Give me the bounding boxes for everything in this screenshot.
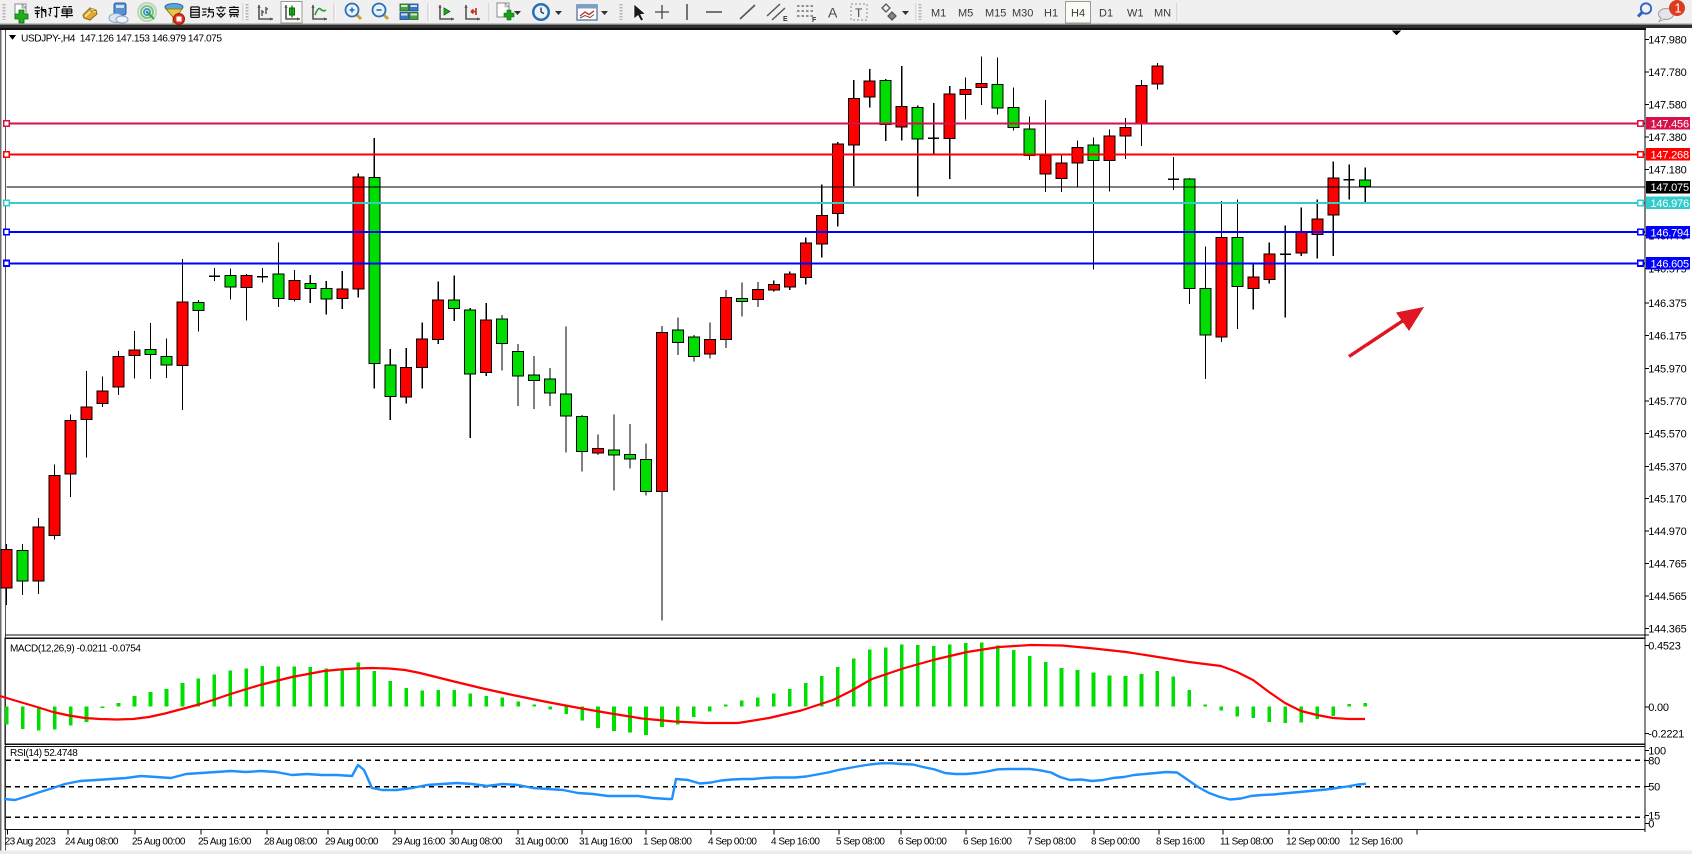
svg-text:147.780: 147.780 xyxy=(1648,67,1686,79)
svg-text:6 Sep 00:00: 6 Sep 00:00 xyxy=(898,837,947,848)
svg-text:4 Sep 16:00: 4 Sep 16:00 xyxy=(771,837,820,848)
svg-text:-0.2221: -0.2221 xyxy=(1648,729,1684,741)
svg-text:145.970: 145.970 xyxy=(1648,364,1686,376)
svg-text:145.770: 145.770 xyxy=(1648,396,1686,408)
svg-text:0: 0 xyxy=(1648,819,1654,831)
svg-text:5 Sep 08:00: 5 Sep 08:00 xyxy=(836,837,885,848)
svg-text:12 Sep 16:00: 12 Sep 16:00 xyxy=(1349,837,1403,848)
svg-text:8 Sep 16:00: 8 Sep 16:00 xyxy=(1156,837,1205,848)
svg-text:1 Sep 08:00: 1 Sep 08:00 xyxy=(643,837,692,848)
svg-text:4 Sep 00:00: 4 Sep 00:00 xyxy=(708,837,757,848)
svg-text:28 Aug 08:00: 28 Aug 08:00 xyxy=(264,837,318,848)
svg-text:M30: M30 xyxy=(1012,8,1033,20)
svg-text:23 Aug 2023: 23 Aug 2023 xyxy=(5,837,57,848)
svg-text:144.365: 144.365 xyxy=(1648,623,1686,635)
svg-text:146.794: 146.794 xyxy=(1651,227,1689,239)
svg-text:D1: D1 xyxy=(1099,8,1113,20)
svg-text:144.970: 144.970 xyxy=(1648,526,1686,538)
svg-text:W1: W1 xyxy=(1127,8,1144,20)
svg-text:M5: M5 xyxy=(958,8,973,20)
svg-text:145.170: 145.170 xyxy=(1648,493,1686,505)
svg-text:80: 80 xyxy=(1648,755,1660,767)
svg-text:31 Aug 00:00: 31 Aug 00:00 xyxy=(515,837,569,848)
svg-text:0.4523: 0.4523 xyxy=(1648,641,1681,653)
svg-text:146.605: 146.605 xyxy=(1651,259,1689,271)
svg-text:24 Aug 08:00: 24 Aug 08:00 xyxy=(65,837,119,848)
svg-text:147.580: 147.580 xyxy=(1648,99,1686,111)
svg-text:100: 100 xyxy=(1648,746,1666,758)
svg-text:30 Aug 08:00: 30 Aug 08:00 xyxy=(449,837,503,848)
svg-text:145.570: 145.570 xyxy=(1648,429,1686,441)
svg-text:147.456: 147.456 xyxy=(1651,119,1689,131)
svg-text:31 Aug 16:00: 31 Aug 16:00 xyxy=(579,837,633,848)
svg-text:0.00: 0.00 xyxy=(1648,702,1669,714)
svg-text:146.175: 146.175 xyxy=(1648,331,1686,343)
svg-text:H1: H1 xyxy=(1044,8,1058,20)
svg-text:147.180: 147.180 xyxy=(1648,165,1686,177)
svg-text:F: F xyxy=(812,17,817,24)
svg-text:147.980: 147.980 xyxy=(1648,34,1686,46)
svg-text:12 Sep 00:00: 12 Sep 00:00 xyxy=(1286,837,1340,848)
svg-text:144.765: 144.765 xyxy=(1648,559,1686,571)
svg-text:15: 15 xyxy=(1648,811,1660,823)
svg-text:M15: M15 xyxy=(985,8,1006,20)
svg-text:29 Aug 00:00: 29 Aug 00:00 xyxy=(325,837,379,848)
svg-text:29 Aug 16:00: 29 Aug 16:00 xyxy=(392,837,446,848)
svg-text:6 Sep 16:00: 6 Sep 16:00 xyxy=(963,837,1012,848)
svg-text:E: E xyxy=(783,16,788,23)
svg-text:RSI(14) 52.4748: RSI(14) 52.4748 xyxy=(10,748,78,759)
svg-text:8 Sep 00:00: 8 Sep 00:00 xyxy=(1091,837,1140,848)
svg-text:145.370: 145.370 xyxy=(1648,461,1686,473)
svg-text:MN: MN xyxy=(1154,8,1171,20)
svg-text:146.976: 146.976 xyxy=(1651,198,1689,210)
svg-text:7 Sep 08:00: 7 Sep 08:00 xyxy=(1027,837,1076,848)
svg-text:144.565: 144.565 xyxy=(1648,591,1686,603)
svg-text:H4: H4 xyxy=(1071,8,1085,20)
svg-text:11 Sep 08:00: 11 Sep 08:00 xyxy=(1220,837,1274,848)
svg-text:147.268: 147.268 xyxy=(1651,150,1689,162)
svg-text:USDJPY-,H4 147.126 147.153 14: USDJPY-,H4 147.126 147.153 146.979 147.0… xyxy=(21,34,222,45)
svg-text:1: 1 xyxy=(1675,2,1682,16)
svg-text:25 Aug 00:00: 25 Aug 00:00 xyxy=(132,837,186,848)
svg-text:147.380: 147.380 xyxy=(1648,132,1686,144)
svg-text:147.075: 147.075 xyxy=(1651,182,1689,194)
svg-text:T: T xyxy=(855,6,863,20)
svg-text:MACD(12,26,9) -0.0211 -0.0754: MACD(12,26,9) -0.0211 -0.0754 xyxy=(10,644,141,655)
svg-text:M1: M1 xyxy=(931,8,946,20)
svg-text:25 Aug 16:00: 25 Aug 16:00 xyxy=(198,837,252,848)
svg-text:50: 50 xyxy=(1648,782,1660,794)
svg-text:146.375: 146.375 xyxy=(1648,298,1686,310)
svg-text:A: A xyxy=(828,5,838,21)
